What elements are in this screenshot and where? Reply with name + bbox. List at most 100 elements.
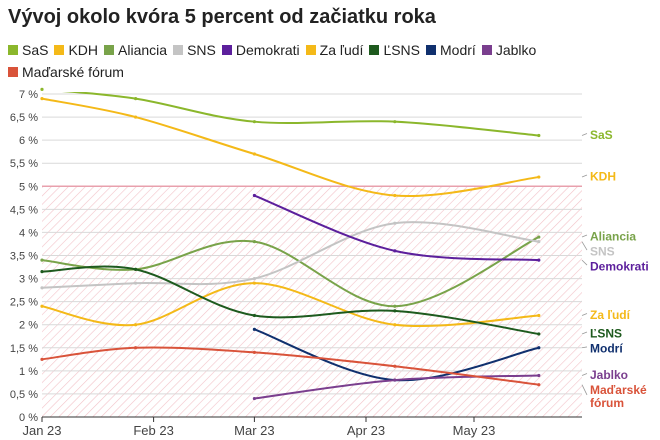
series-line-lsns [42, 265, 539, 335]
end-label-madarske-forum: Maďarské fórum [590, 383, 647, 410]
y-tick-label: 5,5 % [10, 158, 38, 170]
y-tick-label: 2 % [19, 320, 38, 332]
end-label-kdh: KDH [590, 170, 616, 184]
legend-swatch [104, 45, 115, 55]
data-point-lsns [252, 313, 256, 318]
data-point-sns [393, 221, 397, 225]
data-point-sns [537, 240, 541, 244]
data-point-modri [537, 346, 541, 350]
data-point-kdh [393, 193, 397, 198]
data-point-sas [252, 120, 256, 124]
data-point-demokrati [537, 258, 541, 262]
y-tick-label: 3,5 % [10, 251, 38, 263]
legend-item-aliancia[interactable]: Aliancia [104, 41, 167, 59]
data-point-za-ludi [252, 281, 256, 285]
data-point-aliancia [537, 235, 541, 239]
y-tick-label: 0 % [19, 412, 38, 424]
legend-item-madarske-forum[interactable]: Maďarské fórum [8, 63, 124, 81]
legend-item-sas[interactable]: SaS [8, 41, 48, 59]
y-tick-label: 2,5 % [10, 297, 38, 309]
x-tick-label: May 23 [453, 423, 496, 438]
x-tick-label: Mar 23 [234, 423, 274, 438]
legend-item-demokrati[interactable]: Demokrati [221, 41, 300, 59]
legend-label: Demokrati [235, 42, 300, 58]
legend-item-lsns[interactable]: ĽSNS [369, 41, 420, 59]
data-point-lsns [393, 309, 397, 313]
y-tick-label: 1 % [19, 366, 38, 378]
data-point-sas [537, 133, 541, 138]
end-label-connector [581, 234, 588, 238]
series-line-sas [61, 92, 539, 137]
legend-swatch [8, 45, 18, 55]
end-label-jablko: Jablko [590, 368, 628, 382]
legend-swatch [221, 45, 232, 55]
data-point-jablko [537, 373, 541, 378]
legend-swatch [426, 45, 437, 55]
y-tick-label: 5 % [19, 181, 38, 193]
end-label-sns: SNS [590, 245, 615, 259]
legend-swatch [173, 45, 184, 55]
legend-item-kdh[interactable]: KDH [54, 41, 98, 59]
end-label-modri: Modrí [590, 341, 623, 355]
end-label-sas: SaS [590, 128, 613, 142]
legend-swatch [8, 67, 18, 77]
series-line-aliancia [42, 236, 540, 308]
end-label-connector [581, 133, 588, 136]
x-tick-label: Feb 23 [133, 423, 173, 438]
legend-swatch [481, 45, 492, 55]
end-label-lsns: ĽSNS [590, 326, 622, 340]
legend-item-za-ludi[interactable]: Za ľudí [305, 41, 363, 59]
end-label-demokrati: Demokrati [590, 260, 649, 274]
data-point-kdh [134, 115, 138, 119]
legend-label: KDH [68, 42, 99, 58]
legend-label: SNS [187, 42, 216, 58]
legend-label: Modrí [440, 42, 476, 58]
end-label-connector [581, 384, 588, 396]
end-label-connector [581, 331, 588, 335]
data-point-za-ludi [40, 304, 44, 308]
data-point-za-ludi [134, 323, 138, 327]
end-label-za-ludi: Za ľudí [590, 308, 631, 322]
data-point-jablko [252, 396, 256, 401]
data-point-lsns [537, 332, 541, 336]
end-label-connector [581, 313, 588, 316]
end-label-connector [581, 259, 588, 266]
legend-swatch [54, 45, 65, 55]
legend-item-jablko[interactable]: Jablko [481, 41, 537, 59]
data-point-za-ludi [537, 313, 541, 318]
data-point-demokrati [252, 193, 256, 198]
data-point-aliancia [393, 304, 397, 308]
series-line-kdh [42, 97, 539, 198]
legend-label: Jablko [495, 42, 537, 58]
series-line-sns [42, 221, 539, 289]
y-tick-label: 6,5 % [10, 112, 38, 124]
data-point-za-ludi [393, 323, 397, 327]
data-point-sns [40, 286, 44, 290]
y-tick-label: 7 % [19, 89, 38, 101]
y-tick-label: 6 % [19, 135, 38, 147]
y-tick-label: 4 % [19, 227, 38, 239]
legend-label: Aliancia [118, 42, 168, 58]
data-point-aliancia [252, 240, 256, 244]
end-label-connector [581, 346, 588, 349]
series-line-madarske-forum [42, 346, 539, 386]
legend-swatch [305, 45, 316, 55]
data-point-madarske-forum [134, 346, 138, 350]
data-point-demokrati [393, 249, 397, 253]
data-point-madarske-forum [252, 350, 256, 354]
end-label-connector [581, 241, 588, 251]
data-point-kdh [537, 175, 541, 179]
data-point-jablko [393, 378, 397, 382]
data-point-aliancia [40, 258, 44, 262]
chart-title: Vývoj okolo kvóra 5 percent od začiatku … [8, 6, 436, 28]
y-tick-label: 1,5 % [10, 343, 38, 355]
legend-label: Maďarské fórum [22, 64, 124, 80]
end-label-connector [581, 174, 588, 178]
legend-item-sns[interactable]: SNS [173, 41, 216, 59]
legend-label: SaS [22, 42, 49, 58]
end-label-connector [581, 373, 588, 376]
data-point-sns [252, 276, 256, 281]
chart-legend: SaS KDH Aliancia SNS Demokrati Za ľudí ĽSNS Mod… [8, 41, 568, 81]
legend-item-modri[interactable]: Modrí [426, 41, 476, 59]
